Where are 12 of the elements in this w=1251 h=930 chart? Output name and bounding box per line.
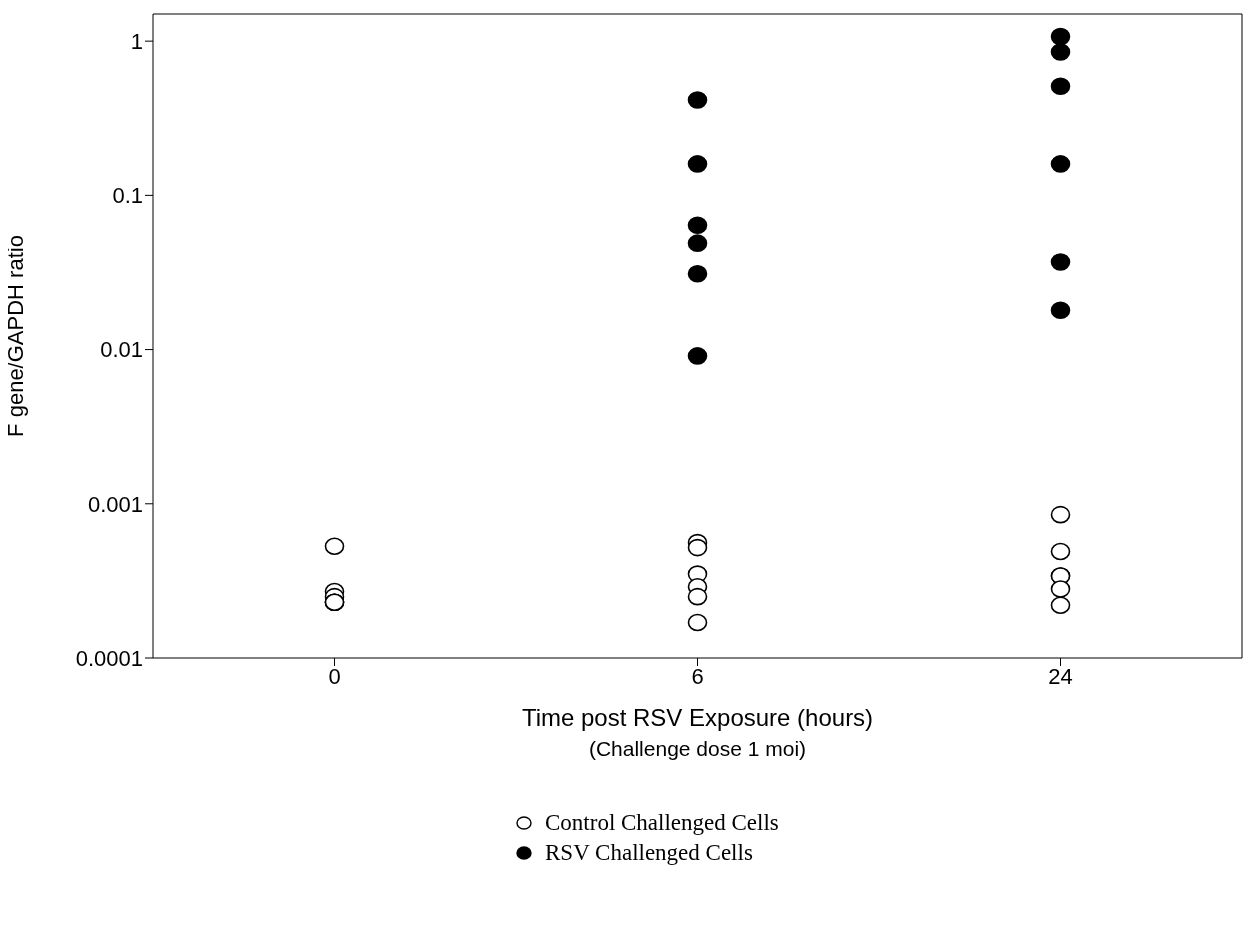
y-tick-label: 0.1 (112, 183, 143, 209)
y-tick-label: 0.01 (100, 337, 143, 363)
text: (Challenge dose 1 moi) (588, 737, 807, 760)
x-tick-label: 6 (691, 663, 704, 689)
legend-label: Control Challenged Cells (545, 810, 779, 836)
y-tick-label: 0.001 (87, 491, 143, 517)
y-tick-label: 1 (130, 28, 143, 54)
x-tick-label: 0 (328, 663, 341, 689)
x-axis-title: Time post RSV Exposure (hours) (521, 704, 874, 731)
y-tick-label: 0.0001 (75, 645, 143, 671)
legend-label: RSV Challenged Cells (545, 840, 753, 866)
x-tick-label: 24 (1048, 663, 1073, 689)
